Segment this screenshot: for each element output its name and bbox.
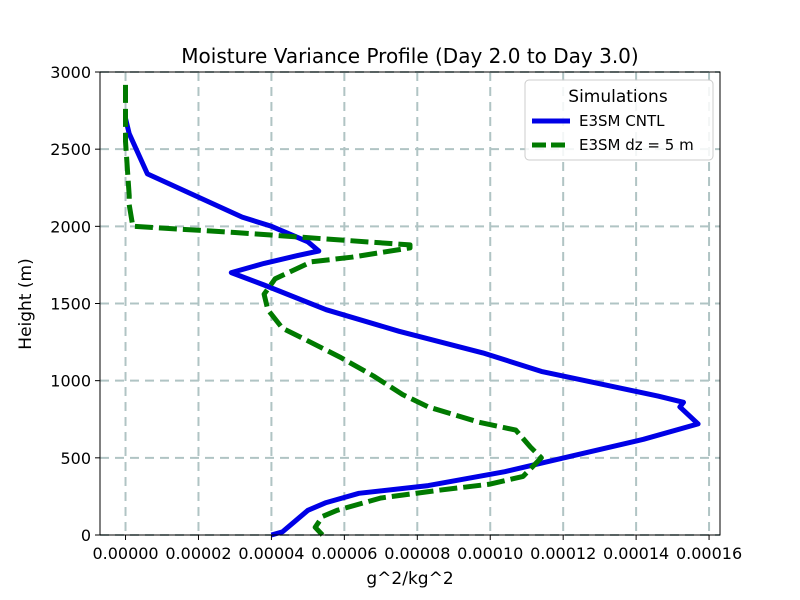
x-tick-label: 0.00010 [457,544,523,563]
x-tick-label: 0.00016 [676,544,742,563]
legend-box [524,79,714,161]
legend-title: Simulations [568,87,668,107]
series-line-cntl [123,117,701,538]
y-tick-label: 500 [60,449,91,468]
y-tick-label: 1000 [50,372,91,391]
y-tick-label: 2000 [50,217,91,236]
x-tick-label: 0.00002 [165,544,231,563]
x-tick-label: 0.00008 [384,544,450,563]
x-ticks: 0.00000 0.00002 0.00004 0.00006 0.00008 0.000… [92,535,742,563]
y-tick-label: 3000 [50,63,91,82]
y-tick-label: 2500 [50,140,91,159]
y-axis-label: Height (m) [16,258,36,349]
y-ticks: 0 500 1000 1500 2000 2500 3000 [50,63,100,545]
y-tick-label: 1500 [50,295,91,314]
x-tick-label: 0.00004 [238,544,304,563]
series-line-dz5 [123,84,544,537]
x-tick-label: 0.00006 [311,544,377,563]
x-tick-label: 0.00012 [530,544,596,563]
x-axis-label: g^2/kg^2 [366,569,453,589]
legend-label-cntl: E3SM CNTL [579,112,665,130]
x-tick-label: 0.00000 [92,544,158,563]
x-tick-label: 0.00014 [603,544,669,563]
chart-title: Moisture Variance Profile (Day 2.0 to Da… [181,44,638,68]
legend: Simulations E3SM CNTL E3SM dz = 5 m [524,79,714,161]
series-lines [123,84,701,538]
legend-label-dz5: E3SM dz = 5 m [579,136,694,154]
y-tick-label: 0 [81,526,91,545]
